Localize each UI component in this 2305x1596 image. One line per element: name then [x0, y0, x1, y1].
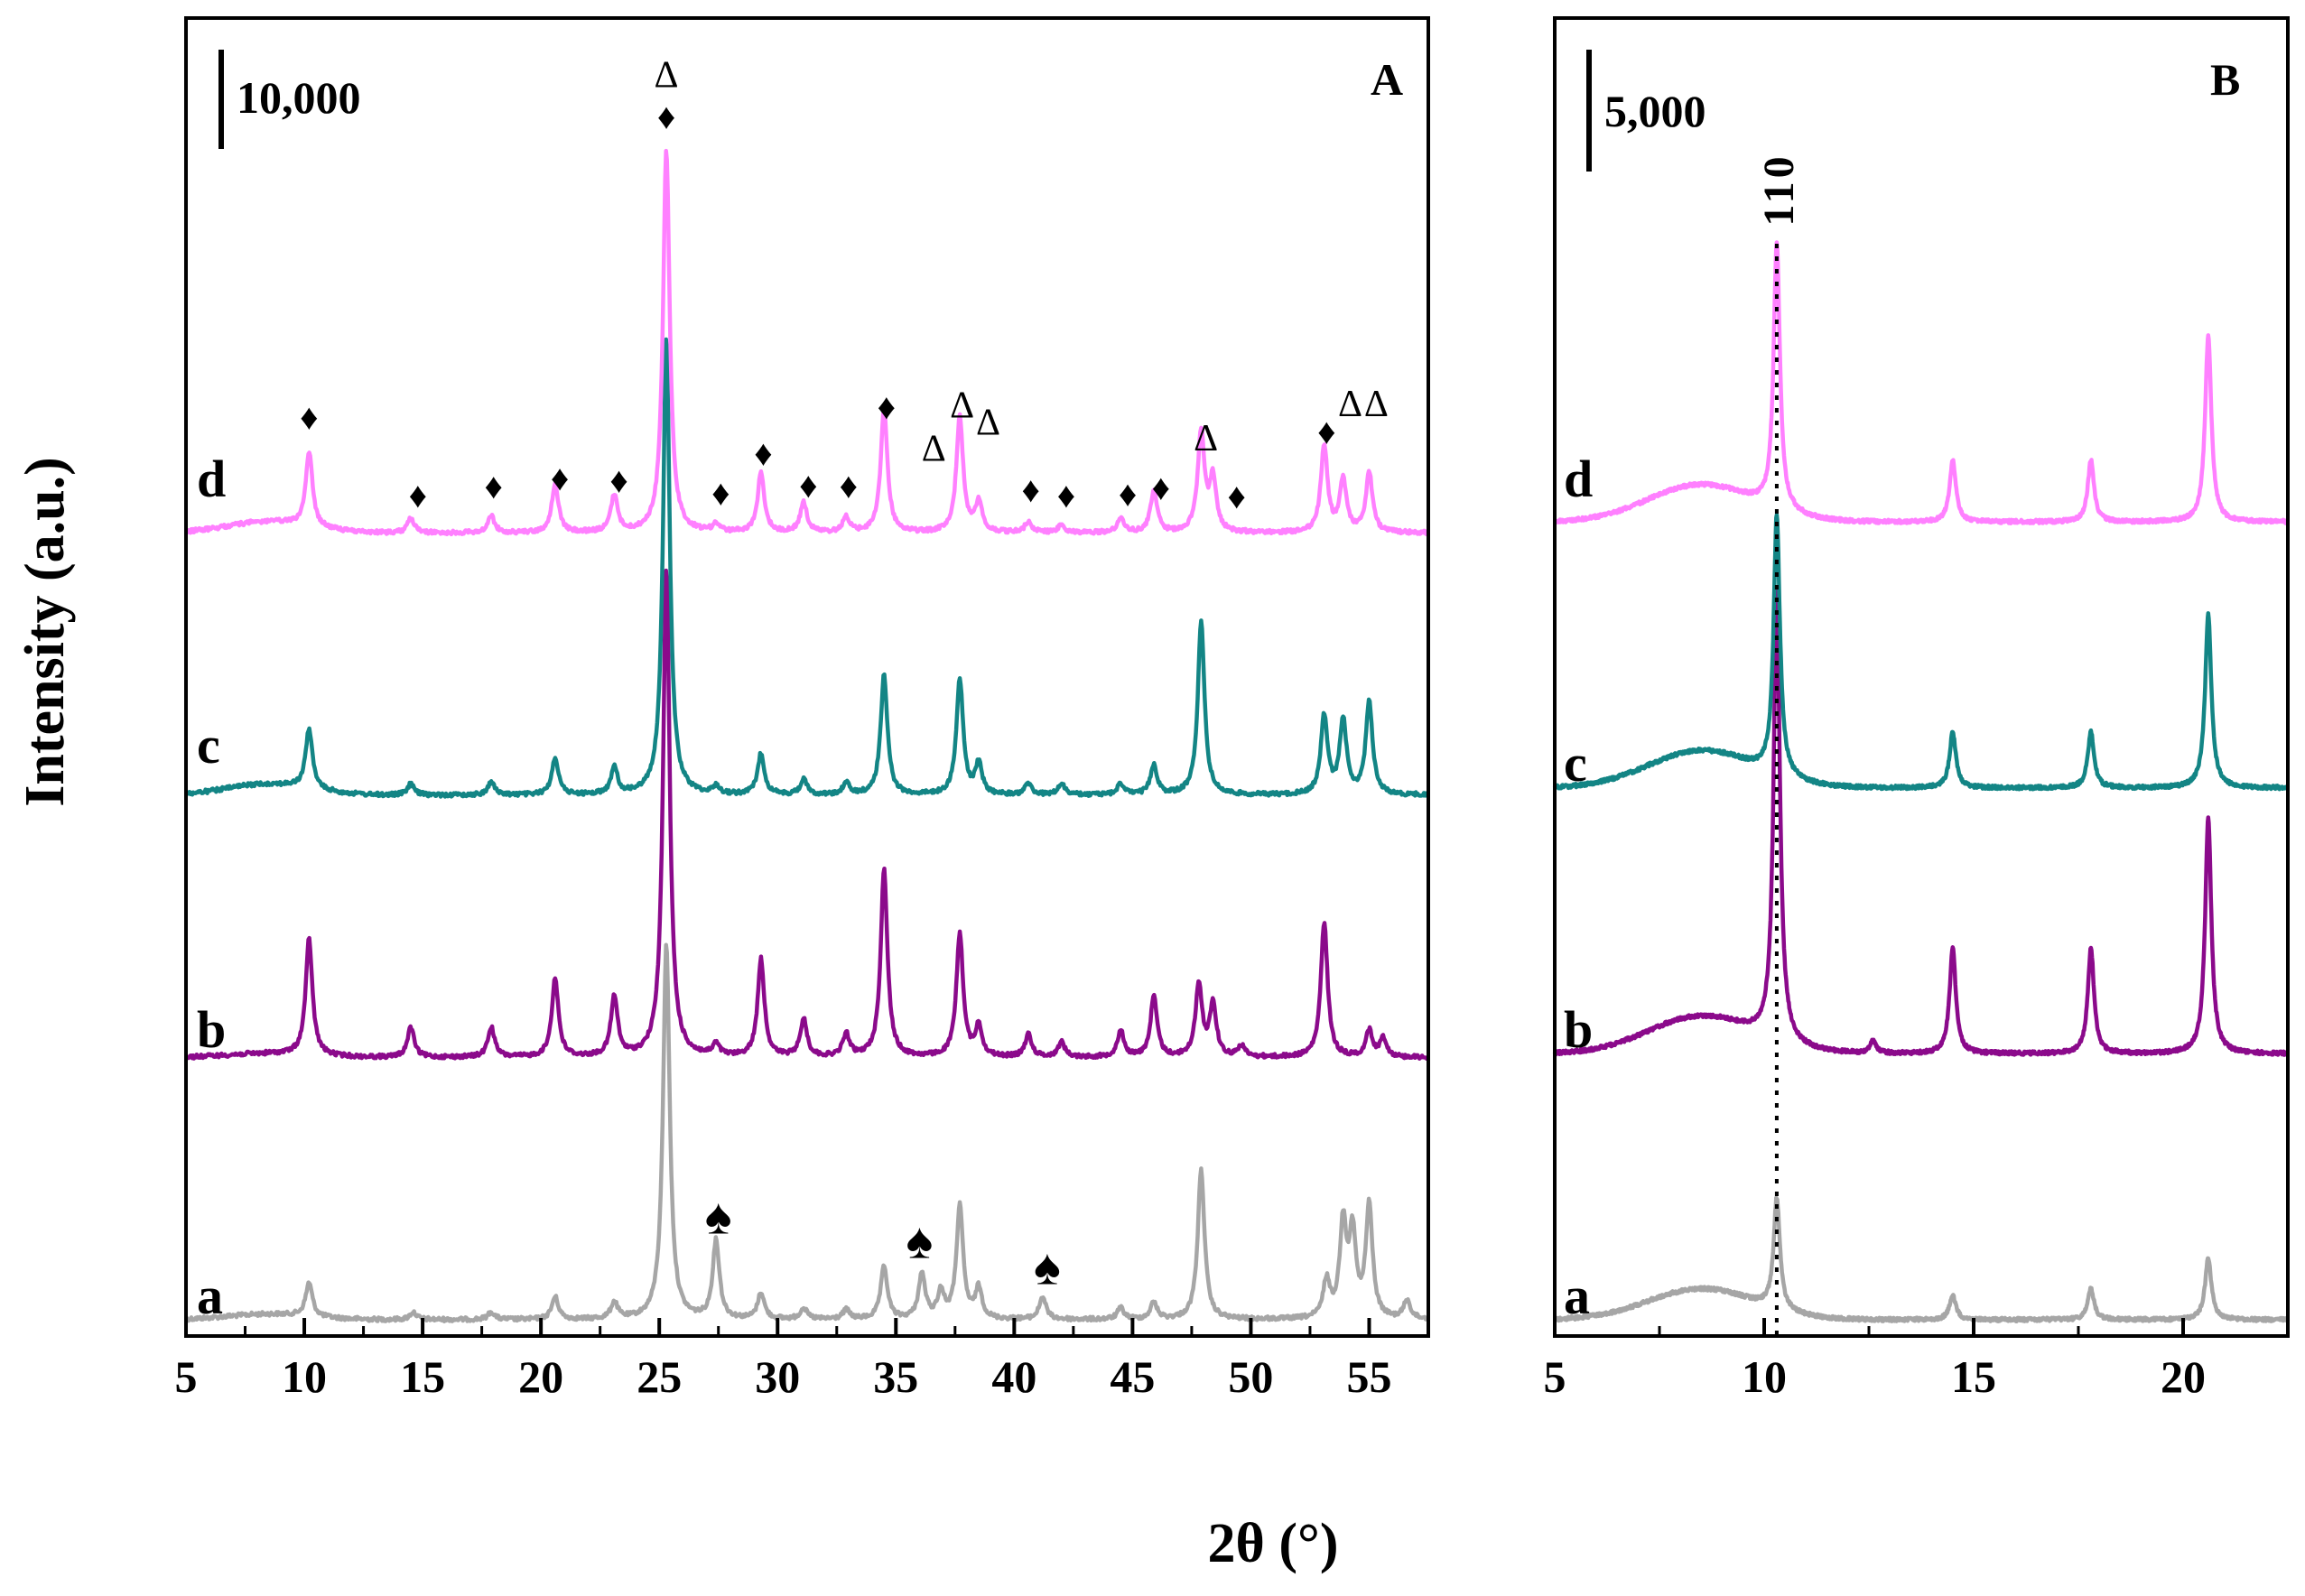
curve-label-c: c [197, 716, 220, 775]
series-c-line [1552, 513, 2291, 792]
x-tick-label: 45 [1110, 1351, 1155, 1402]
panel-a-curves [183, 148, 1430, 1323]
x-axis-title: 2θ (°) [1208, 1513, 1339, 1574]
x-tick-label: 25 [637, 1351, 682, 1402]
series-d-line [183, 148, 1430, 537]
panel-a-x-axis: 5 10 15 20 25 30 35 40 45 50 55 [175, 1318, 1391, 1402]
panel-a-scale-label: 10,000 [237, 72, 361, 123]
panel-b-label: B [2210, 54, 2240, 105]
x-tick-label: 55 [1346, 1351, 1391, 1402]
diamond-marker: ♦ [609, 460, 627, 501]
diamond-marker: ♦ [1021, 469, 1039, 510]
y-axis-title: Intensity (a.u.) [14, 457, 76, 807]
spade-marker: ♠ [1034, 1240, 1061, 1296]
panel-b-curve-label-b: b [1564, 1000, 1593, 1059]
series-a-line [184, 942, 1430, 1323]
delta-marker: Δ [655, 55, 679, 97]
x-tick-label: 20 [518, 1351, 563, 1402]
panel-b-curve-label-c: c [1564, 734, 1587, 793]
delta-marker: Δ [1364, 384, 1389, 425]
diamond-marker: ♦ [799, 465, 817, 506]
x-tick-label: 10 [1742, 1351, 1787, 1402]
panel-b-frame [1553, 16, 2290, 1338]
spade-marker: ♠ [906, 1214, 934, 1270]
diamond-marker: ♦ [1119, 474, 1137, 515]
delta-marker: Δ [976, 403, 1000, 444]
x-tick-label: 35 [873, 1351, 918, 1402]
x-tick-label: 40 [991, 1351, 1036, 1402]
diamond-marker: ♦ [878, 386, 896, 427]
diamond-marker: ♦ [657, 97, 675, 137]
diamond-marker: ♦ [1152, 468, 1170, 508]
x-tick-label: 15 [1951, 1351, 1996, 1402]
series-c-line [184, 337, 1430, 799]
series-b-line [183, 568, 1430, 1061]
delta-marker: Δ [1194, 418, 1218, 459]
panel-b-curve-label-a: a [1564, 1267, 1590, 1325]
diamond-marker: ♦ [551, 458, 569, 498]
panel-a-label: A [1371, 54, 1403, 105]
diamond-marker: ♦ [840, 466, 858, 506]
panel-b: 5 10 15 20 5,000 B 110 a b c d [1544, 16, 2291, 1402]
panel-b-scale-label: 5,000 [1604, 86, 1706, 136]
series-d-line [1552, 240, 2291, 525]
x-tick-label: 50 [1228, 1351, 1273, 1402]
diamond-marker: ♦ [754, 433, 772, 474]
x-tick-label: 30 [755, 1351, 800, 1402]
diamond-marker: ♦ [711, 473, 730, 514]
miller-index-label: 110 [1755, 153, 1803, 226]
diamond-marker: ♦ [1317, 411, 1335, 451]
series-b-line [1552, 587, 2290, 1057]
panel-a-markers: ♦♦ ♦ ♦ ♦♦Δ♦♦♦ ♦♦ΔΔ Δ♦ ♦ ♦ ♦Δ♦♦Δ Δ♠ ♠ ♠ [300, 55, 1389, 1296]
delta-marker: Δ [1338, 384, 1362, 425]
diamond-marker: ♦ [1057, 475, 1075, 515]
x-tick-label: 5 [1544, 1351, 1566, 1402]
x-tick-label: 10 [282, 1351, 327, 1402]
diamond-marker: ♦ [409, 475, 427, 515]
curve-label-a: a [197, 1267, 223, 1325]
panel-b-x-axis: 5 10 15 20 [1544, 1318, 2206, 1402]
delta-marker: Δ [950, 385, 974, 426]
panel-b-curve-label-d: d [1564, 450, 1593, 508]
curve-label-b: b [197, 1000, 226, 1059]
panel-b-curves [1552, 240, 2291, 1323]
panel-a: ♦♦ ♦ ♦ ♦♦Δ♦♦♦ ♦♦ΔΔ Δ♦ ♦ ♦ ♦Δ♦♦Δ Δ♠ ♠ ♠ 5 10 15 20 25 30 3… [175, 16, 1430, 1402]
diamond-marker: ♦ [1227, 476, 1245, 516]
x-tick-label: 20 [2161, 1351, 2206, 1402]
delta-marker: Δ [922, 429, 946, 470]
x-tick-label: 5 [175, 1351, 198, 1402]
curve-label-d: d [197, 450, 226, 508]
diamond-marker: ♦ [300, 397, 318, 438]
series-a-line [1552, 1195, 2291, 1323]
panel-a-frame [184, 16, 1430, 1338]
spade-marker: ♠ [705, 1189, 732, 1245]
x-tick-label: 15 [400, 1351, 445, 1402]
diamond-marker: ♦ [485, 466, 503, 506]
